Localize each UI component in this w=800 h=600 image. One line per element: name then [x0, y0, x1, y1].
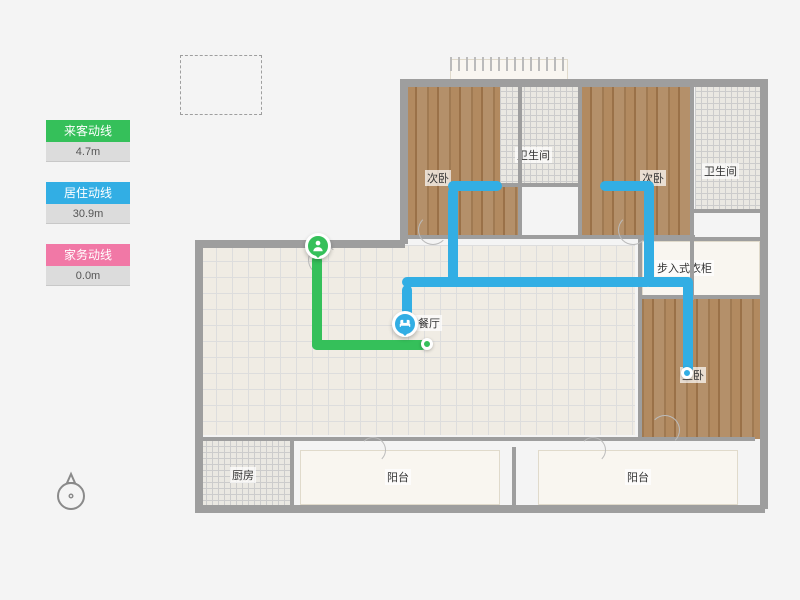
inner-wall-11	[692, 209, 762, 213]
legend-title: 居住动线	[46, 182, 130, 204]
inner-wall-2	[690, 85, 694, 300]
resident-flow-seg-2	[448, 187, 458, 285]
inner-wall-7	[290, 437, 294, 509]
inner-wall-5	[640, 295, 762, 299]
resident-flow-seg-5	[644, 181, 654, 286]
room-label-bed2a: 次卧	[425, 170, 451, 186]
floor-plan: 客餐厅厨房阳台阳台次卧卫生间次卧卫生间步入式衣柜主卧	[180, 55, 770, 525]
outer-wall-2	[195, 505, 765, 513]
compass-icon	[50, 470, 92, 512]
inner-wall-0	[518, 85, 522, 235]
legend-value: 4.7m	[46, 142, 130, 162]
room-bed2b	[580, 85, 690, 235]
room-bath1	[500, 85, 578, 183]
room-bath2	[695, 85, 760, 210]
legend-title: 来客动线	[46, 120, 130, 142]
legend-value: 30.9m	[46, 204, 130, 224]
legend-item-guest: 来客动线 4.7m	[46, 120, 130, 162]
door-arc-0	[418, 215, 448, 245]
kitchen-dash	[180, 55, 262, 115]
door-arc-3	[650, 415, 680, 445]
inner-wall-1	[578, 85, 582, 235]
resident-flow-endpoint	[681, 367, 693, 379]
guest-flow-endpoint	[421, 338, 433, 350]
legend: 来客动线 4.7m 居住动线 30.9m 家务动线 0.0m	[46, 120, 130, 306]
inner-wall-4	[640, 237, 762, 241]
legend-item-chores: 家务动线 0.0m	[46, 244, 130, 286]
resident-flow-seg-7	[683, 277, 693, 373]
inner-wall-10	[500, 183, 580, 187]
outer-wall-5	[400, 79, 408, 244]
legend-value: 0.0m	[46, 266, 130, 286]
balcony-rail	[450, 57, 568, 71]
room-label-closet: 步入式衣柜	[655, 260, 714, 276]
guest-flow-marker	[305, 233, 331, 259]
resident-flow-seg-1	[402, 277, 652, 287]
guest-flow-seg-0	[312, 255, 322, 350]
door-arc-5	[580, 437, 606, 463]
resident-flow-seg-3	[448, 181, 502, 191]
legend-item-resident: 居住动线 30.9m	[46, 182, 130, 224]
room-label-bath2: 卫生间	[702, 163, 739, 179]
inner-wall-6	[638, 237, 642, 441]
outer-wall-4	[195, 240, 405, 248]
outer-wall-0	[400, 79, 765, 87]
resident-flow-marker	[392, 311, 418, 337]
inner-wall-9	[512, 447, 516, 507]
room-label-balcony1: 阳台	[385, 469, 411, 485]
legend-title: 家务动线	[46, 244, 130, 266]
door-arc-4	[360, 437, 386, 463]
outer-wall-3	[195, 240, 203, 510]
outer-wall-1	[760, 79, 768, 509]
room-label-balcony2: 阳台	[625, 469, 651, 485]
room-label-kitchen: 厨房	[230, 467, 256, 483]
